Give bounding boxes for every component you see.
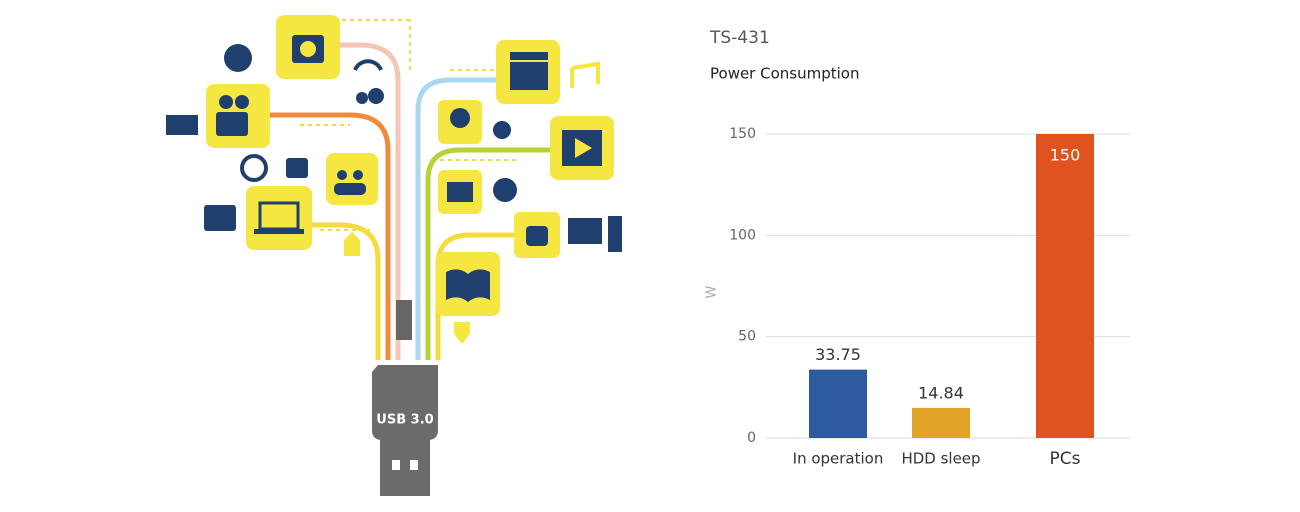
value-label: 14.84 [918,383,964,402]
plug-label: USB 3.0 [376,413,433,428]
y-axis-label: W [705,285,720,298]
y-tick-label: 50 [738,329,756,345]
bar [1036,134,1094,438]
x-tick-label: HDD sleep [901,450,980,468]
chart-title: TS-431 [709,28,770,48]
usb-illustration: USB 3.0 [166,15,622,496]
value-label: 150 [1050,146,1081,165]
chart-subtitle: Power Consumption [710,65,859,83]
x-tick-label: In operation [793,450,884,468]
x-tick-label: PCs [1050,449,1081,469]
value-label: 33.75 [815,345,861,364]
bar [809,369,867,438]
chart: TS-431 Power Consumption W 0 50 100 150 In o… [705,28,1130,469]
bar [912,407,970,438]
y-tick-label: 150 [729,126,756,142]
y-tick-label: 0 [747,430,756,446]
y-tick-label: 100 [729,227,756,243]
